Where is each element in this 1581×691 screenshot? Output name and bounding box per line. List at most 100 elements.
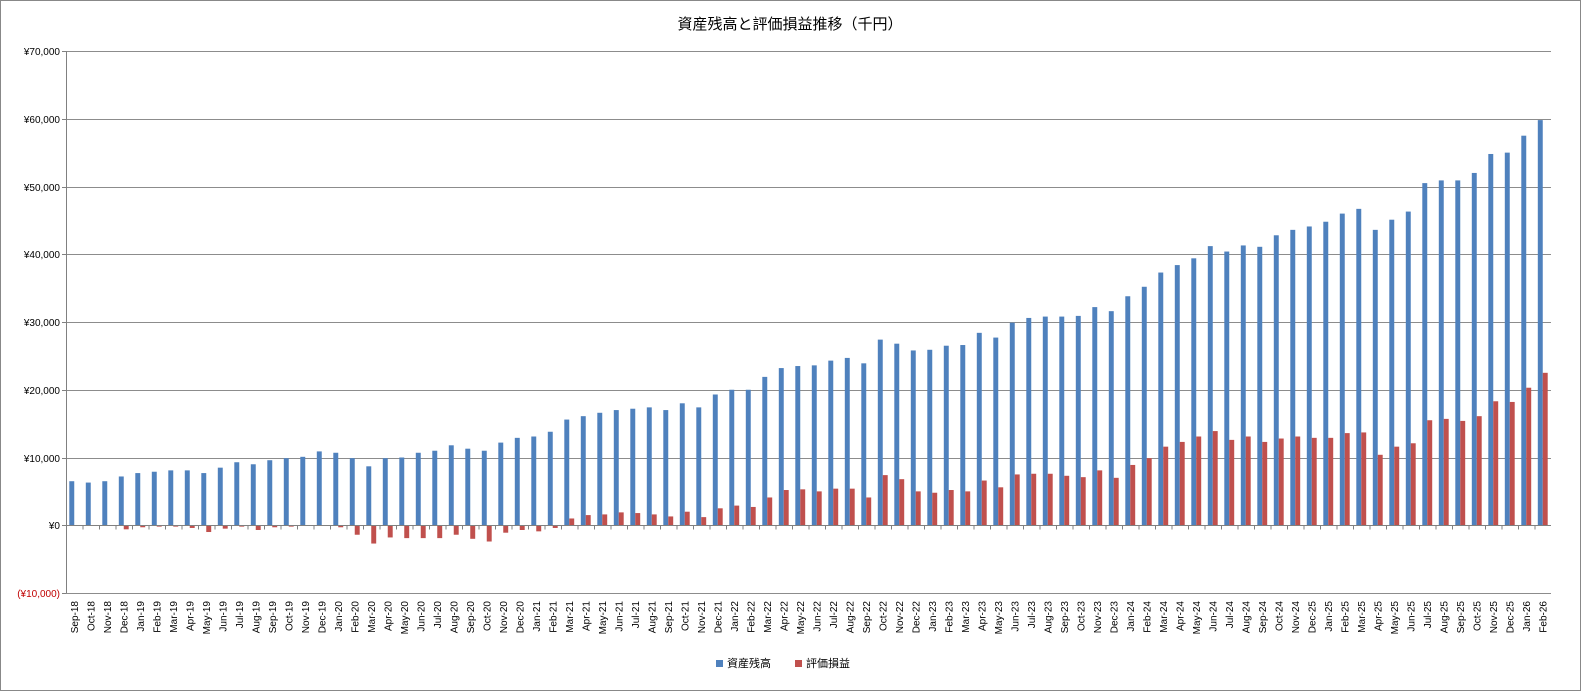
bar-series-1 [712, 394, 718, 526]
bar-series-2 [387, 525, 393, 538]
x-tick-label: May-23 [994, 601, 1005, 635]
bar-series-1 [333, 452, 339, 526]
bar-series-2 [519, 525, 525, 530]
x-tick-label: May-20 [400, 601, 411, 635]
x-tick-label: Jan-24 [1126, 601, 1137, 632]
bar-series-2 [981, 480, 987, 526]
bar-series-2 [1229, 439, 1235, 526]
bar-series-2 [1080, 477, 1086, 526]
bar-series-2 [503, 525, 509, 533]
bar-series-2 [1443, 418, 1449, 526]
bar-series-1 [1306, 226, 1312, 526]
x-tick-label: Apr-20 [383, 601, 394, 631]
bar-series-2 [123, 525, 129, 530]
x-tick-label: Nov-19 [301, 601, 312, 634]
bar-series-1 [498, 442, 504, 526]
x-tick-label: Dec-22 [911, 601, 922, 634]
x-tick-label: Oct-24 [1274, 601, 1285, 631]
y-tick-label: ¥60,000 [23, 115, 61, 126]
y-tick-label: ¥0 [48, 521, 61, 532]
x-tick-label: Aug-20 [449, 601, 460, 634]
x-tick-label: Nov-18 [103, 601, 114, 634]
x-tick-label: Sep-25 [1456, 601, 1467, 634]
bar-series-1 [1273, 235, 1279, 526]
bar-series-1 [894, 343, 900, 526]
bar-series-2 [255, 525, 261, 530]
x-tick-label: Dec-23 [1109, 601, 1120, 634]
y-tick-label: ¥10,000 [23, 454, 61, 465]
bar-series-2 [1146, 458, 1152, 526]
bar-series-2 [1130, 464, 1136, 526]
bar-series-1 [448, 445, 454, 526]
bar-series-1 [1191, 258, 1197, 526]
bar-series-1 [349, 458, 355, 526]
bar-series-1 [1356, 208, 1362, 526]
bar-series-2 [404, 525, 410, 539]
bar-series-1 [1207, 246, 1213, 526]
bar-series-2 [866, 497, 872, 526]
x-axis-ticks: Sep-18 Oct-18 Nov-18 Dec-18 Jan-19 Feb-19 Mar-… [70, 601, 1550, 635]
x-tick-label: Oct-22 [878, 601, 889, 631]
bar-series-1 [168, 470, 174, 526]
bar-series-2 [1097, 470, 1103, 526]
bar-series-2 [1344, 433, 1350, 526]
x-tick-label: Feb-21 [548, 601, 559, 633]
bar-series-2 [998, 487, 1004, 526]
bar-series-1 [1389, 219, 1395, 526]
x-tick-label: Jun-20 [416, 601, 427, 632]
bar-series-2 [668, 516, 674, 526]
bar-series-2 [1179, 441, 1185, 526]
bar-series-2 [1196, 436, 1202, 526]
bar-series-2 [1047, 473, 1053, 526]
x-tick-label: Jan-25 [1324, 601, 1335, 632]
bar-series-2 [602, 514, 608, 526]
x-tick-label: Oct-18 [86, 601, 97, 631]
bar-series-2 [1311, 437, 1317, 526]
bar-series-2 [618, 512, 624, 526]
x-tick-label: Mar-24 [1159, 601, 1170, 633]
bar-series-1 [1405, 211, 1411, 526]
bar-series-2 [536, 525, 542, 532]
bar-series-2 [1526, 387, 1532, 526]
x-tick-label: May-21 [598, 601, 609, 635]
bar-series-1 [745, 389, 751, 526]
x-tick-label: Apr-21 [581, 601, 592, 631]
bar-series-2 [635, 513, 641, 526]
bar-series-1 [217, 467, 223, 526]
x-tick-label: Jul-21 [631, 601, 642, 629]
x-tick-label: Apr-25 [1373, 601, 1384, 631]
x-tick-label: Dec-25 [1307, 601, 1318, 634]
x-tick-label: Feb-24 [1142, 601, 1153, 633]
legend: 資産残高 評価損益 [716, 656, 850, 670]
x-tick-label: Feb-20 [350, 601, 361, 633]
bar-series-1 [1125, 296, 1131, 526]
bar-series-2 [486, 525, 492, 542]
x-tick-label: Aug-22 [845, 601, 856, 634]
y-tick-label: ¥70,000 [23, 47, 61, 58]
bar-series-2 [437, 525, 443, 539]
bar-series-1 [696, 407, 702, 526]
x-tick-label: Jan-26 [1522, 601, 1533, 632]
x-tick-label: Sep-19 [268, 601, 279, 634]
x-tick-label: Sep-23 [1060, 601, 1071, 634]
axes [62, 51, 1551, 594]
bar-series-2 [849, 488, 855, 526]
bar-series-1 [778, 368, 784, 526]
bar-series-1 [382, 458, 388, 526]
bar-series-2 [701, 517, 707, 526]
bar-series-2 [470, 525, 476, 539]
x-tick-label: Mar-23 [961, 601, 972, 633]
x-tick-label: Sep-22 [862, 601, 873, 634]
bar-series-2 [1361, 432, 1367, 526]
y-tick-label: (¥10,000) [17, 589, 60, 600]
x-tick-label: Oct-25 [1472, 601, 1483, 631]
x-tick-label: Sep-20 [466, 601, 477, 634]
bar-series-1 [993, 337, 999, 526]
bar-series-1 [1438, 180, 1444, 526]
bar-series-2 [1542, 372, 1548, 526]
y-tick-label: ¥40,000 [23, 250, 61, 261]
bar-series-1 [102, 481, 108, 526]
bar-series-2 [948, 490, 954, 526]
bar-series-1 [1158, 272, 1164, 526]
bar-series-2 [684, 511, 690, 526]
